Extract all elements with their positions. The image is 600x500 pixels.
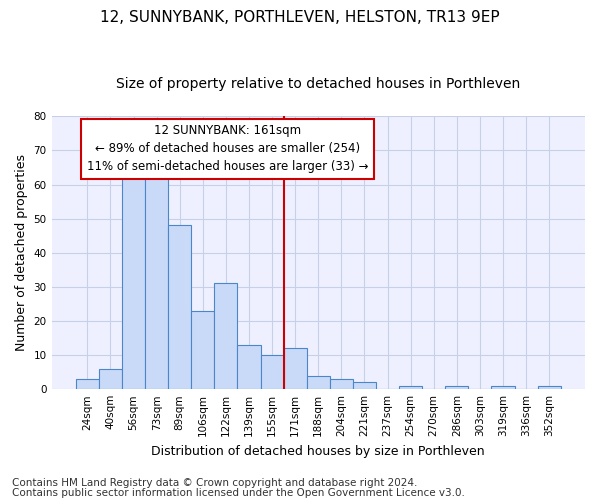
X-axis label: Distribution of detached houses by size in Porthleven: Distribution of detached houses by size …	[151, 444, 485, 458]
Bar	[214, 284, 238, 389]
Bar	[307, 376, 330, 389]
Bar	[168, 226, 191, 389]
Bar	[122, 168, 145, 389]
Bar	[260, 355, 284, 389]
Text: 12 SUNNYBANK: 161sqm
← 89% of detached houses are smaller (254)
11% of semi-deta: 12 SUNNYBANK: 161sqm ← 89% of detached h…	[87, 124, 368, 174]
Bar	[145, 174, 168, 389]
Bar	[99, 368, 122, 389]
Bar	[191, 310, 214, 389]
Bar	[76, 379, 99, 389]
Y-axis label: Number of detached properties: Number of detached properties	[15, 154, 28, 351]
Bar	[445, 386, 469, 389]
Text: 12, SUNNYBANK, PORTHLEVEN, HELSTON, TR13 9EP: 12, SUNNYBANK, PORTHLEVEN, HELSTON, TR13…	[100, 10, 500, 25]
Bar	[399, 386, 422, 389]
Title: Size of property relative to detached houses in Porthleven: Size of property relative to detached ho…	[116, 78, 520, 92]
Text: Contains HM Land Registry data © Crown copyright and database right 2024.: Contains HM Land Registry data © Crown c…	[12, 478, 418, 488]
Bar	[491, 386, 515, 389]
Bar	[284, 348, 307, 389]
Bar	[353, 382, 376, 389]
Text: Contains public sector information licensed under the Open Government Licence v3: Contains public sector information licen…	[12, 488, 465, 498]
Bar	[538, 386, 561, 389]
Bar	[238, 345, 260, 389]
Bar	[330, 379, 353, 389]
